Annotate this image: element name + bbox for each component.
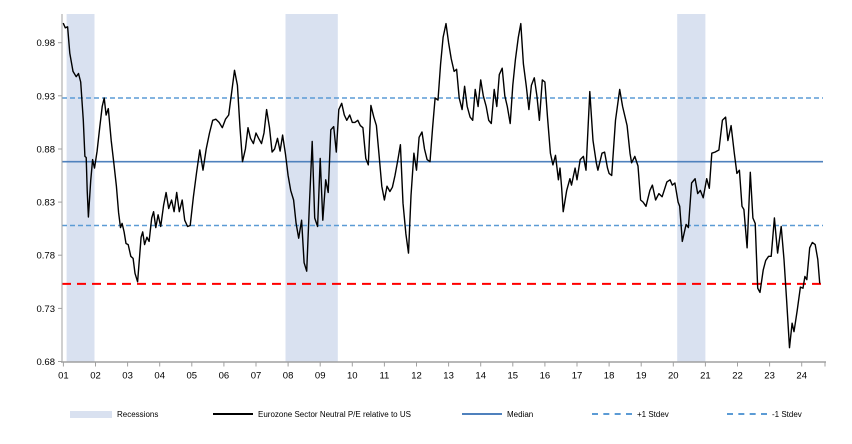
x-tick-label: 13 bbox=[443, 371, 454, 382]
x-tick-label: 15 bbox=[508, 371, 519, 382]
x-tick-label: 11 bbox=[379, 371, 389, 382]
x-tick-label: 02 bbox=[90, 371, 101, 382]
x-tick-label: 21 bbox=[700, 371, 711, 382]
x-tick-label: 22 bbox=[732, 371, 743, 382]
y-tick-label: 0.68 bbox=[37, 357, 56, 368]
x-tick-label: 04 bbox=[154, 371, 165, 382]
x-tick-label: 20 bbox=[668, 371, 679, 382]
x-tick-label: 18 bbox=[604, 371, 615, 382]
x-tick-label: 19 bbox=[636, 371, 647, 382]
x-tick-label: 24 bbox=[796, 371, 807, 382]
x-tick-label: 14 bbox=[475, 371, 486, 382]
x-tick-label: 06 bbox=[219, 371, 230, 382]
x-tick-label: 08 bbox=[283, 371, 294, 382]
x-tick-label: 23 bbox=[764, 371, 775, 382]
y-tick-label: 0.73 bbox=[37, 304, 56, 315]
x-tick-label: 16 bbox=[540, 371, 551, 382]
x-tick-label: 05 bbox=[187, 371, 198, 382]
x-tick-label: 17 bbox=[572, 371, 583, 382]
x-tick-label: 10 bbox=[347, 371, 358, 382]
y-tick-label: 0.93 bbox=[37, 91, 56, 102]
x-tick-label: 03 bbox=[122, 371, 133, 382]
x-tick-label: 01 bbox=[58, 371, 69, 382]
y-tick-label: 0.78 bbox=[37, 251, 56, 262]
y-tick-label: 0.98 bbox=[37, 38, 56, 49]
y-tick-label: 0.83 bbox=[37, 198, 56, 209]
recession-band bbox=[285, 14, 338, 362]
y-tick-label: 0.88 bbox=[37, 145, 56, 156]
x-tick-label: 07 bbox=[251, 371, 262, 382]
x-tick-label: 09 bbox=[315, 371, 326, 382]
x-tick-label: 12 bbox=[411, 371, 422, 382]
pe-series-line bbox=[62, 22, 821, 349]
